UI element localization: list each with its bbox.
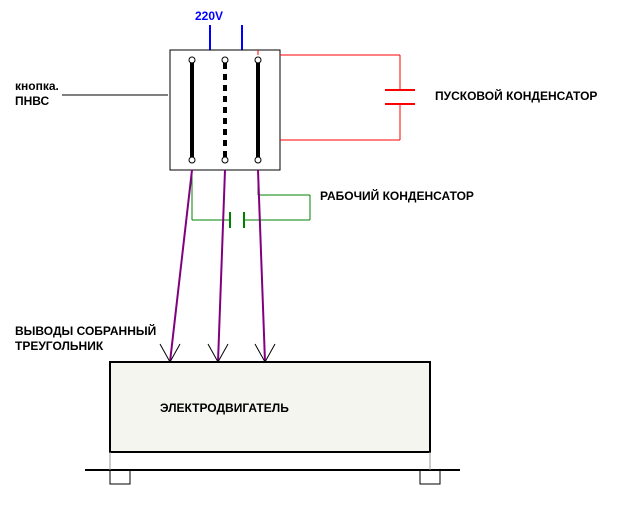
motor-label: ЭЛЕКТРОДВИГАТЕЛЬ (160, 401, 289, 415)
run-cap-label: РАБОЧИЙ КОНДЕНСАТОР (320, 188, 474, 203)
pnvs-label-1: кнопка. (15, 79, 59, 93)
leads-label-1: ВЫВОДЫ СОБРАННЫЙ (15, 323, 156, 338)
start-cap-label: ПУСКОВОЙ КОНДЕНСАТОР (435, 88, 597, 103)
circuit-diagram: 220V кнопка.ПНВС ПУСКОВОЙ КОНДЕНСАТОР РАБОЧ… (0, 0, 640, 512)
leads-label-2: ТРЕУГОЛЬНИК (15, 339, 104, 353)
voltage-label: 220V (195, 9, 223, 23)
pnvs-label-2: ПНВС (15, 94, 50, 108)
